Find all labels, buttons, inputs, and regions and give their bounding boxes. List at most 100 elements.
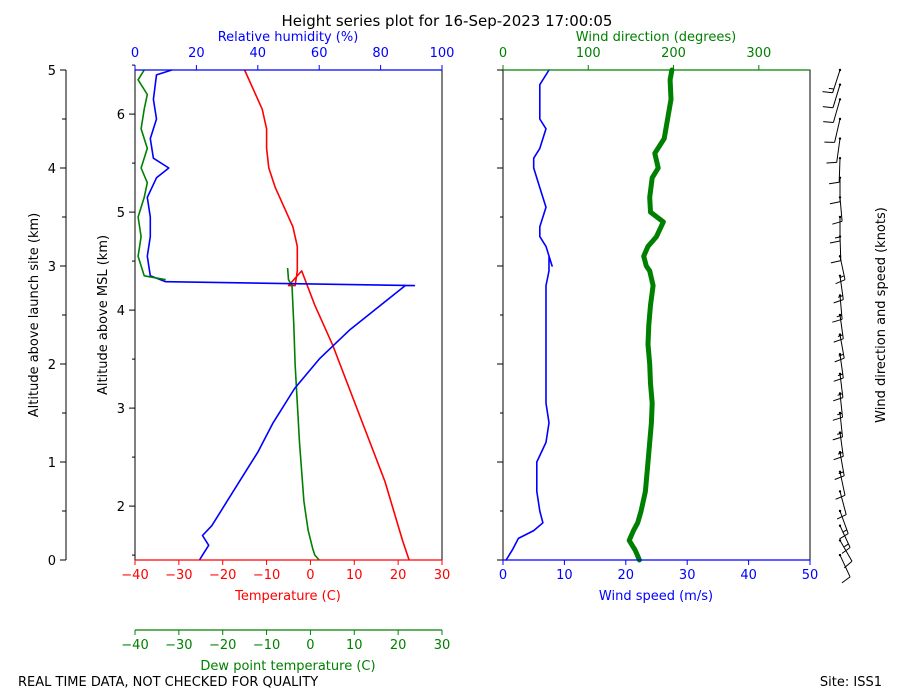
wind-speed-tick-label: 30 [679,568,696,583]
wind-direction-tick-label: 100 [576,46,601,61]
wind-barb [833,372,844,402]
wind-speed-tick-label: 20 [618,568,635,583]
wind-barb-feather [829,201,841,205]
temperature-tick-label: −30 [165,568,192,583]
wind-barb [824,117,842,143]
wind-barb-feather [829,240,841,244]
wind-barb-half-feather [837,432,843,435]
wind-barb-feather [839,533,849,540]
temperature-tick-label: −20 [209,568,236,583]
temperature-tick-label: 0 [306,568,314,583]
wind-ticks: 0 10 20 30 40 50 0 100 200 300 [497,46,818,583]
wind-barb-half-feather [837,295,843,298]
altitude-msl-tick-label: 5 [117,206,125,221]
wind-speed-tick-label: 0 [499,568,507,583]
thermo-frame [134,69,443,561]
dew-point-tick-label: −40 [121,638,148,653]
temperature-tick-label: −40 [121,568,148,583]
wind-barbs [822,68,853,584]
dew-point-tick-label: −20 [209,638,236,653]
temperature-label: Temperature (C) [234,589,341,604]
wind-barb [834,333,845,363]
series-temperature [243,69,410,561]
wind-speed-tick-label: 10 [556,568,573,583]
wind-barb-shaft [832,99,841,123]
altitude-launch-tick-label: 0 [48,554,56,569]
wind-barb-shaft [838,158,841,183]
wind-barb-shaft [839,334,845,359]
relative-humidity-tick-label: 40 [250,46,267,61]
wind-barb [838,553,851,584]
relative-humidity-tick-label: 80 [372,46,389,61]
wind-barb-feather [832,220,843,225]
altitude-msl-tick-label: 4 [117,304,125,319]
temperature-tick-label: 20 [390,568,407,583]
wind-barb-shaft [839,295,843,320]
wind-barb-half-feather [837,451,843,455]
altitude-msl-tick-label: 3 [117,402,125,417]
wind-speed-tick-label: 50 [802,568,819,583]
dew-point-tick-label: 20 [390,638,407,653]
wind-barb-shaft [839,373,844,398]
wind-barb-feather [826,161,837,164]
relative-humidity-tick-label: 100 [430,46,455,61]
wind-barb-feather [833,338,844,343]
altitude-launch-tick-label: 5 [48,64,56,79]
wind-barb-feather [835,494,846,500]
wind-direction-tick-label: 200 [661,46,686,61]
wind-barbs-label: Wind direction and speed (knots) [874,207,889,423]
wind-barb-shaft [832,69,841,93]
wind-speed-label: Wind speed (m/s) [599,589,713,604]
wind-barb-half-feather [834,236,841,239]
wind-barb [838,539,853,569]
wind-barb-shaft [839,471,846,496]
series-wind-direction [626,67,675,563]
wind-barb-half-feather [839,275,845,279]
wind-barb [822,68,842,94]
wind-barb-shaft [834,118,841,143]
wind-frame [502,69,811,561]
series-relative-humidity [146,69,416,561]
wind-direction-tick-label: 0 [499,46,507,61]
dew-point-tick-label: −10 [253,638,280,653]
wind-barb-half-feather [828,87,834,90]
wind-series [505,67,675,563]
wind-barb-feather [841,547,851,554]
wind-barb-shaft [836,138,841,163]
relative-humidity-tick-label: 20 [188,46,205,61]
wind-barb-shaft [839,491,847,515]
wind-barb [833,353,844,382]
wind-barb-feather [833,299,844,304]
wind-barb-half-feather [837,393,843,396]
series-dew-point [286,267,320,561]
altitude-msl-label: Altitude above MSL (km) [96,235,111,395]
wind-barb-half-feather [842,529,848,533]
wind-barb [832,392,843,421]
wind-barb-half-feather [838,471,844,475]
wind-barb-half-feather [837,373,843,377]
wind-barb-half-feather [836,314,842,318]
wind-barb-feather [841,576,851,584]
altitude-launch-tick-label: 4 [48,162,56,177]
wind-barb [833,313,844,343]
wind-barb-feather [829,181,840,185]
relative-humidity-tick-label: 60 [311,46,328,61]
wind-barb [832,196,843,225]
altitude-launch-tick-label: 1 [48,456,56,471]
wind-barb-shaft [839,510,849,534]
wind-barb-feather [832,416,843,421]
dew-point-tick-label: 30 [434,638,451,653]
wind-barb-feather [833,377,844,382]
wind-barb [835,470,846,500]
wind-barb-feather [833,455,844,461]
wind-barb [836,490,847,520]
wind-barb-feather [832,436,843,441]
altitude-msl-tick-label: 2 [117,500,125,515]
thermo-panel: −40 −30 −20 −10 0 10 20 30−40 −30 −20 −10 0 10 20 300 2… [27,30,454,674]
wind-direction-label: Wind direction (degrees) [576,30,736,45]
wind-barb-shaft [839,452,845,476]
wind-barb-feather [830,260,841,264]
wind-barb-feather [843,560,853,569]
temperature-tick-label: −10 [253,568,280,583]
altitude-msl-tick-label: 6 [117,108,125,123]
